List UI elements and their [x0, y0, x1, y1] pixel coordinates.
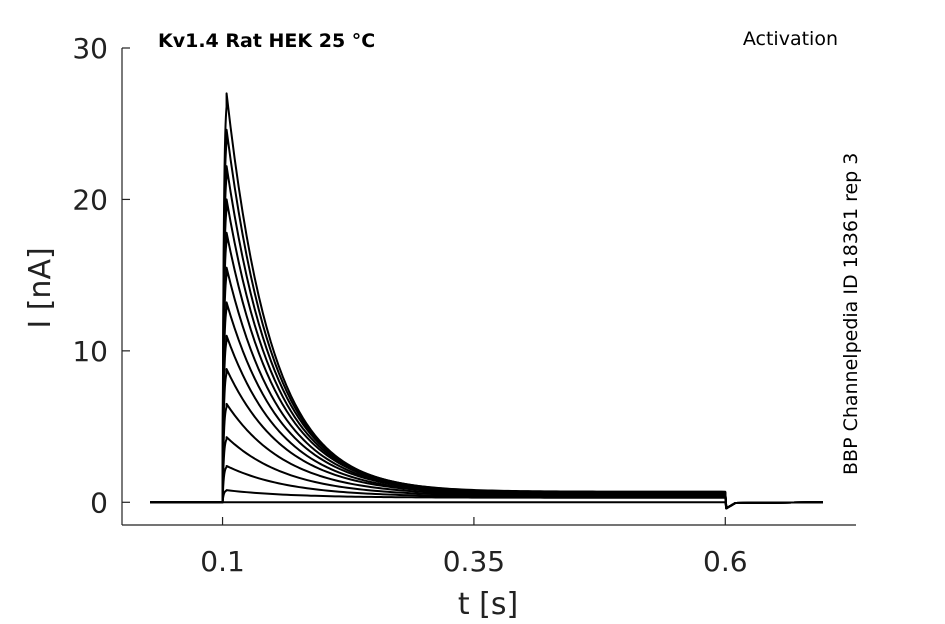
- x-tick-label: 0.1: [200, 545, 245, 578]
- y-axis-label: I [nA]: [23, 247, 58, 328]
- y-tick-label: 20: [72, 183, 108, 216]
- chart-title: Kv1.4 Rat HEK 25 °C: [158, 30, 375, 52]
- x-tick-label: 0.35: [443, 545, 505, 578]
- current-trace-13: [150, 92, 823, 510]
- current-trace-12: [150, 128, 823, 510]
- current-trace-6: [150, 334, 823, 510]
- traces-group: [150, 92, 823, 510]
- y-tick-label: 30: [72, 32, 108, 65]
- y-tick-label: 0: [90, 486, 108, 519]
- current-trace-0: [150, 501, 823, 510]
- x-axis-label: t [s]: [458, 587, 518, 622]
- x-tick-label: 0.6: [703, 545, 748, 578]
- annotation-activation: Activation: [743, 28, 838, 50]
- ticks-group: 0.1 0.35 0.6 0 10 20 30: [72, 32, 747, 578]
- current-trace-10: [150, 198, 823, 510]
- y-tick-label: 10: [72, 335, 108, 368]
- side-label-channelpedia: BBP Channelpedia ID 18361 rep 3: [840, 153, 862, 475]
- current-trace-8: [150, 266, 823, 510]
